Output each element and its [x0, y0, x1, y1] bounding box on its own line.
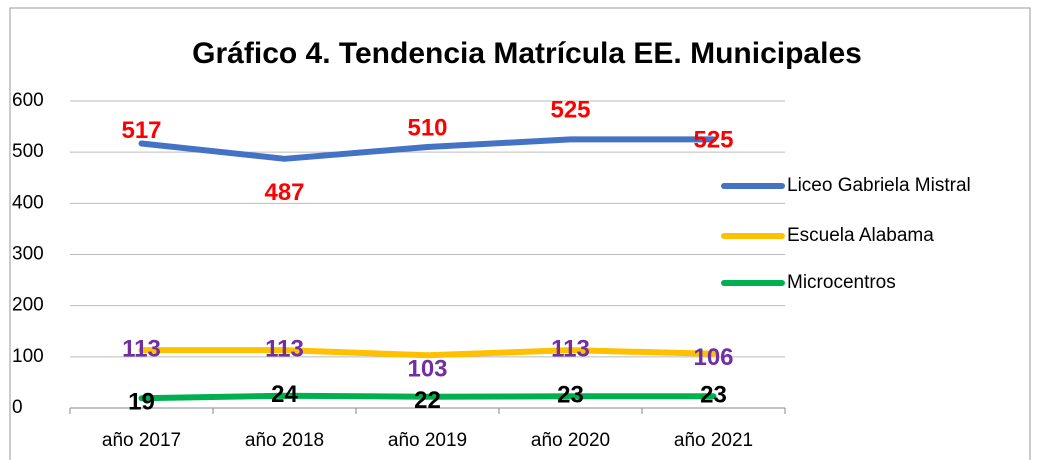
x-tick-label: año 2018 [245, 430, 324, 451]
data-label: 22 [414, 387, 441, 414]
chart-title: Gráfico 4. Tendencia Matrícula EE. Munic… [192, 37, 862, 70]
data-label: 487 [264, 179, 304, 206]
data-label: 23 [557, 382, 584, 409]
y-tick-label: 200 [12, 295, 44, 316]
data-label: 525 [550, 97, 590, 124]
y-tick-label: 0 [12, 397, 23, 418]
x-tick-label: año 2017 [102, 430, 181, 451]
legend-label: Microcentros [787, 272, 896, 293]
data-label: 113 [265, 336, 304, 363]
legend-label: Escuela Alabama [787, 225, 934, 246]
data-label: 113 [122, 336, 161, 363]
y-tick-label: 600 [12, 90, 44, 111]
data-label: 113 [551, 336, 590, 363]
data-label: 517 [121, 117, 161, 144]
line [138, 136, 717, 162]
data-label: 510 [407, 114, 447, 141]
data-label: 23 [700, 382, 727, 409]
data-label: 106 [693, 344, 733, 371]
x-tick-label: año 2020 [531, 430, 610, 451]
data-label: 19 [128, 389, 155, 416]
y-tick-label: 500 [12, 141, 44, 162]
x-tick-label: año 2021 [674, 430, 753, 451]
chart-frame [9, 7, 1031, 460]
line [138, 347, 717, 359]
legend-label: Liceo Gabriela Mistral [787, 175, 971, 196]
line [138, 392, 717, 402]
data-label: 103 [407, 356, 447, 383]
y-tick-label: 300 [12, 244, 44, 265]
x-tick-label: año 2019 [388, 430, 467, 451]
y-tick-label: 100 [12, 346, 44, 367]
data-label: 525 [693, 127, 733, 154]
y-tick-label: 400 [12, 192, 44, 213]
data-label: 24 [271, 381, 298, 408]
